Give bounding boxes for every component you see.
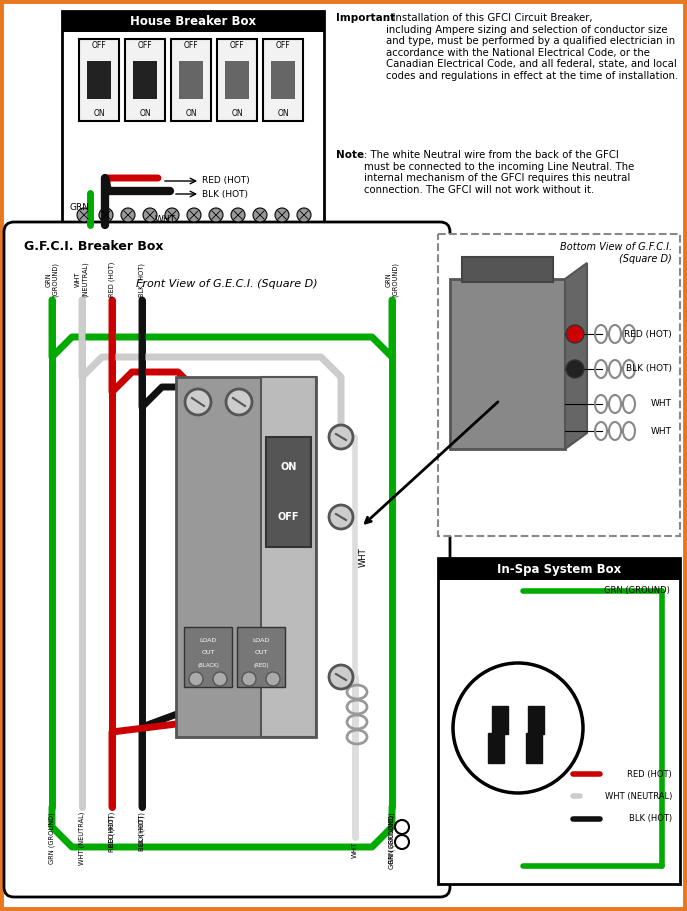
Bar [171, 39, 211, 121]
Text: OFF: OFF [137, 42, 153, 50]
Text: BLK (HOT): BLK (HOT) [202, 189, 248, 199]
FancyBboxPatch shape [438, 234, 680, 536]
Bar [526, 733, 542, 763]
Text: GRN
(GROUND): GRN (GROUND) [45, 262, 59, 297]
Text: GRN (GROUND): GRN (GROUND) [604, 587, 670, 596]
Bar [62, 11, 324, 223]
Bar [79, 39, 119, 121]
Circle shape [242, 672, 256, 686]
Text: ON: ON [93, 109, 105, 118]
Bar [450, 279, 565, 449]
Circle shape [143, 208, 157, 222]
Circle shape [566, 360, 584, 378]
Bar [462, 257, 553, 282]
Bar [176, 377, 316, 737]
Circle shape [77, 208, 91, 222]
Circle shape [566, 325, 584, 343]
Text: : The white Neutral wire from the back of the GFCI
must be connected to the inco: : The white Neutral wire from the back o… [364, 150, 634, 195]
Text: ON: ON [277, 109, 289, 118]
Text: RED (HOT): RED (HOT) [627, 770, 672, 779]
Bar [237, 627, 285, 687]
Bar [217, 39, 257, 121]
Text: Bottom View of G.F.C.I.: Bottom View of G.F.C.I. [560, 242, 672, 252]
Text: LOAD: LOAD [199, 638, 216, 642]
Circle shape [329, 665, 353, 689]
Bar [133, 61, 157, 99]
Bar [225, 61, 249, 99]
Text: WHT: WHT [651, 400, 672, 408]
Bar [261, 377, 316, 737]
Circle shape [187, 208, 201, 222]
Circle shape [453, 663, 583, 793]
Bar [263, 39, 303, 121]
Text: ON: ON [185, 109, 196, 118]
Text: OFF: OFF [275, 42, 291, 50]
Text: RED (HOT): RED (HOT) [109, 261, 115, 297]
Text: OUT: OUT [254, 650, 268, 656]
Polygon shape [565, 263, 587, 449]
Text: WHT
(NEUTRAL): WHT (NEUTRAL) [76, 261, 89, 297]
Bar [438, 558, 680, 884]
Text: OFF: OFF [183, 42, 199, 50]
Text: GRN (GROUND): GRN (GROUND) [49, 812, 55, 864]
Text: BLK (HOT): BLK (HOT) [626, 364, 672, 374]
Bar [438, 558, 680, 580]
Text: In-Spa System Box: In-Spa System Box [497, 562, 621, 576]
Circle shape [231, 208, 245, 222]
Circle shape [121, 208, 135, 222]
Text: ON: ON [232, 109, 243, 118]
Text: WHT (NEUTRAL): WHT (NEUTRAL) [605, 792, 672, 801]
Text: (BLACK): (BLACK) [197, 663, 219, 669]
Circle shape [185, 389, 211, 415]
Text: OFF: OFF [278, 512, 300, 522]
Text: GRN (GROUND): GRN (GROUND) [389, 812, 395, 864]
Text: BLK (HOT): BLK (HOT) [139, 263, 145, 297]
Text: RED (HOT): RED (HOT) [202, 177, 250, 186]
Circle shape [213, 672, 227, 686]
Text: WHT (NEUTRAL): WHT (NEUTRAL) [79, 812, 85, 865]
Text: ON: ON [280, 462, 297, 472]
Text: RED (HOT): RED (HOT) [624, 330, 672, 339]
Circle shape [253, 208, 267, 222]
Bar [62, 11, 324, 32]
Bar [488, 733, 504, 763]
Circle shape [275, 208, 289, 222]
Circle shape [297, 208, 311, 222]
Text: G.F.C.I. Breaker Box: G.F.C.I. Breaker Box [24, 241, 164, 253]
Text: WHT: WHT [359, 548, 368, 567]
Bar [87, 61, 111, 99]
FancyBboxPatch shape [4, 222, 450, 897]
Text: GRN (GROUND): GRN (GROUND) [389, 815, 395, 869]
Text: GRN
(GROUND): GRN (GROUND) [385, 262, 398, 297]
Text: WHT: WHT [651, 426, 672, 435]
Circle shape [189, 672, 203, 686]
Text: : Installation of this GFCI Circuit Breaker,
including Ampere sizing and selecti: : Installation of this GFCI Circuit Brea… [386, 13, 678, 81]
Circle shape [329, 505, 353, 529]
Bar [528, 706, 544, 734]
Text: OFF: OFF [229, 42, 245, 50]
Text: LOAD: LOAD [252, 638, 269, 642]
Text: Important: Important [336, 13, 395, 23]
Bar [266, 437, 311, 547]
Circle shape [266, 672, 280, 686]
Circle shape [209, 208, 223, 222]
Bar [492, 706, 508, 734]
Circle shape [395, 820, 409, 834]
Bar [125, 39, 165, 121]
Text: BLK (HOT): BLK (HOT) [629, 814, 672, 824]
Circle shape [165, 208, 179, 222]
Text: Note: Note [336, 150, 364, 160]
Text: BLK (HOT): BLK (HOT) [139, 815, 145, 851]
Text: RED (HOT): RED (HOT) [109, 815, 115, 852]
Text: (Square D): (Square D) [619, 254, 672, 264]
Circle shape [329, 425, 353, 449]
Text: ON: ON [139, 109, 151, 118]
Text: WHT: WHT [352, 842, 358, 858]
Circle shape [226, 389, 252, 415]
Bar [179, 61, 203, 99]
Text: BLK (HOT): BLK (HOT) [139, 812, 145, 846]
Bar [271, 61, 295, 99]
Text: GRN: GRN [70, 203, 90, 212]
Text: House Breaker Box: House Breaker Box [130, 15, 256, 28]
